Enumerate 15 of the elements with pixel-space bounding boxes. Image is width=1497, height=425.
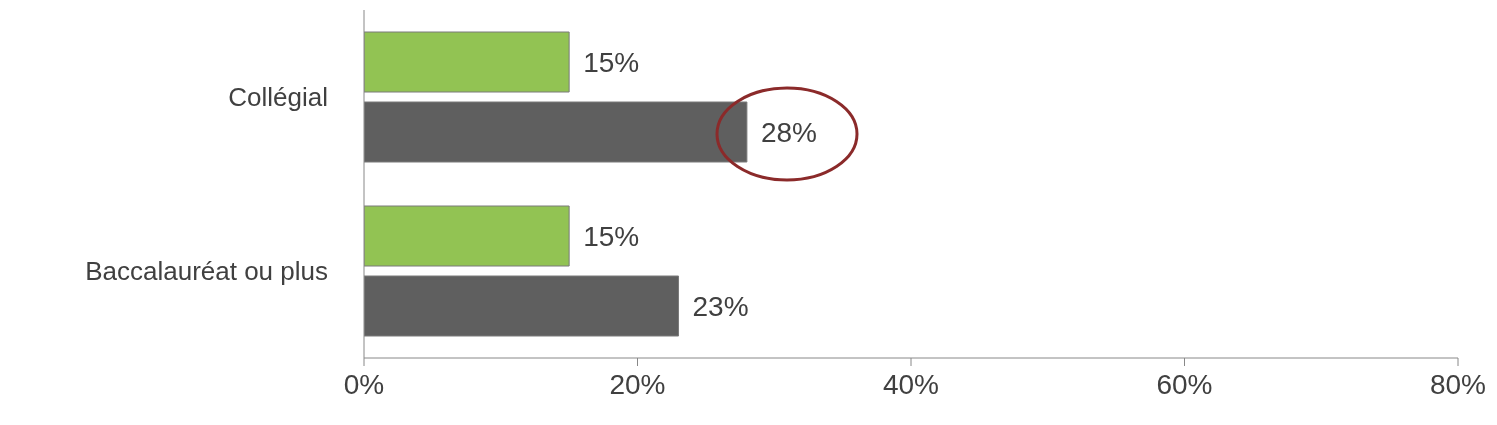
bar	[364, 31, 570, 93]
x-tick-label: 0%	[343, 368, 385, 400]
data-label: 15%	[583, 220, 640, 252]
data-label: 23%	[692, 290, 749, 322]
data-label: 15%	[583, 46, 640, 78]
x-tick-label: 60%	[1156, 368, 1213, 400]
data-label: 28%	[760, 116, 817, 148]
y-tick-label: Baccalauréat ou plus	[85, 256, 328, 287]
y-tick-label: Collégial	[228, 82, 328, 113]
bar	[364, 205, 570, 267]
bar	[364, 101, 748, 163]
bar	[364, 275, 680, 337]
x-tick-label: 20%	[609, 368, 666, 400]
x-tick-label: 40%	[882, 368, 940, 400]
x-tick-label: 80%	[1429, 368, 1487, 400]
